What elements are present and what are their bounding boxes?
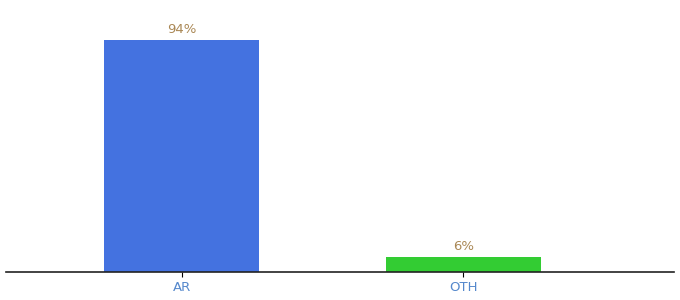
Text: 94%: 94% xyxy=(167,23,197,36)
Bar xyxy=(386,257,541,272)
Bar xyxy=(104,40,259,272)
Text: 6%: 6% xyxy=(453,240,474,253)
